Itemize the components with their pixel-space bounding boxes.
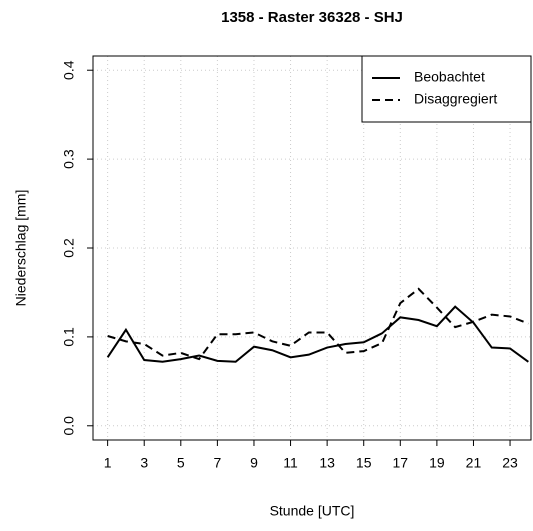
x-tick-label: 11 (283, 455, 298, 471)
x-axis-label: Stunde [UTC] (270, 503, 355, 519)
y-tick-label: 0.2 (61, 238, 77, 258)
x-tick-label: 5 (177, 455, 185, 471)
legend-label: Beobachtet (414, 69, 485, 85)
x-tick-label: 1 (104, 455, 112, 471)
y-tick-label: 0.0 (61, 416, 77, 436)
legend-label: Disaggregiert (414, 91, 497, 107)
x-tick-label: 3 (140, 455, 148, 471)
x-tick-label: 7 (213, 455, 221, 471)
y-tick-label: 0.1 (61, 327, 77, 347)
x-tick-label: 13 (319, 455, 335, 471)
x-tick-label: 9 (250, 455, 258, 471)
data-line (106, 305, 529, 363)
x-tick-label: 23 (502, 455, 518, 471)
y-axis-label: Niederschlag [mm] (13, 190, 29, 307)
chart-title: 1358 - Raster 36328 - SHJ (221, 9, 403, 26)
y-tick-label: 0.3 (61, 149, 77, 169)
plot-frame (92, 55, 532, 441)
legend-box (361, 55, 532, 123)
x-tick-label: 19 (429, 455, 445, 471)
x-tick-label: 15 (356, 455, 372, 471)
data-line (107, 287, 529, 361)
x-tick-label: 21 (466, 455, 482, 471)
y-tick-label: 0.4 (61, 60, 77, 80)
x-tick-label: 17 (393, 455, 409, 471)
